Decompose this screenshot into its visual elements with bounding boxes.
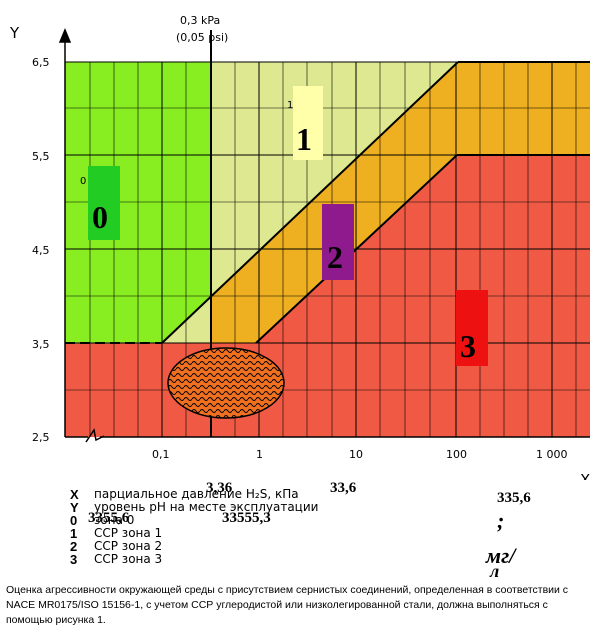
- x-tick: 1: [256, 448, 263, 461]
- legend-row: 3 ССР зона 3: [70, 552, 163, 567]
- overlay-value: 335,6: [497, 490, 531, 506]
- legend-row: 1 ССР зона 1: [70, 526, 163, 541]
- hatched-ellipse: [167, 347, 285, 419]
- zone-1-small: 1: [287, 100, 293, 111]
- zone-1-marker: [293, 86, 323, 160]
- zone-0-small: 0: [80, 176, 86, 187]
- x-tick: 1 000: [536, 448, 568, 461]
- zone-0-label: 0: [92, 199, 108, 235]
- y-tick: 2,5: [32, 431, 50, 444]
- zone-2-marker: [322, 204, 354, 280]
- zone-3-marker: [456, 290, 488, 366]
- tick-labels: 6,5 5,5 4,5 3,5 2,5 0,1 1 10 100 1 000 Y…: [9, 14, 590, 480]
- overlay-value: 3355,6: [88, 510, 130, 526]
- figure-caption: Оценка агрессивности окружающей среды с …: [6, 584, 569, 626]
- zone-3-label: 3: [460, 328, 476, 364]
- x-axis-label: X: [580, 471, 590, 480]
- axes: [58, 28, 590, 443]
- legend-row: 2 ССР зона 2: [70, 539, 163, 554]
- x-tick: 100: [446, 448, 467, 461]
- y-tick: 3,5: [32, 338, 50, 351]
- x-tick: 0,1: [152, 448, 170, 461]
- y-tick: 4,5: [32, 244, 50, 257]
- zone-diagram: 6,5 5,5 4,5 3,5 2,5 0,1 1 10 100 1 000 Y…: [9, 14, 590, 480]
- y-tick: 5,5: [32, 150, 50, 163]
- overlay-value: 3,36: [206, 480, 233, 496]
- x-tick: 10: [349, 448, 363, 461]
- zone-1-label: 1: [296, 121, 312, 157]
- zone-2-label: 2: [327, 239, 343, 275]
- overlay-value: 33,6: [330, 480, 357, 496]
- zone-2-right: [162, 62, 590, 343]
- top-note-1: 0,3 kPa: [180, 14, 220, 27]
- overlay-value: 33555,3: [222, 510, 271, 526]
- y-axis-label: Y: [9, 24, 20, 42]
- overlay-unit-l: л: [490, 561, 500, 581]
- legend-row: 0 зона 0: [70, 513, 135, 528]
- top-note-2: (0,05 psi): [176, 31, 228, 44]
- overlay-unit: мг/: [486, 543, 516, 568]
- overlay-semicolon: ;: [497, 508, 505, 533]
- y-tick: 6,5: [32, 56, 50, 69]
- zone-0-marker: [88, 166, 120, 240]
